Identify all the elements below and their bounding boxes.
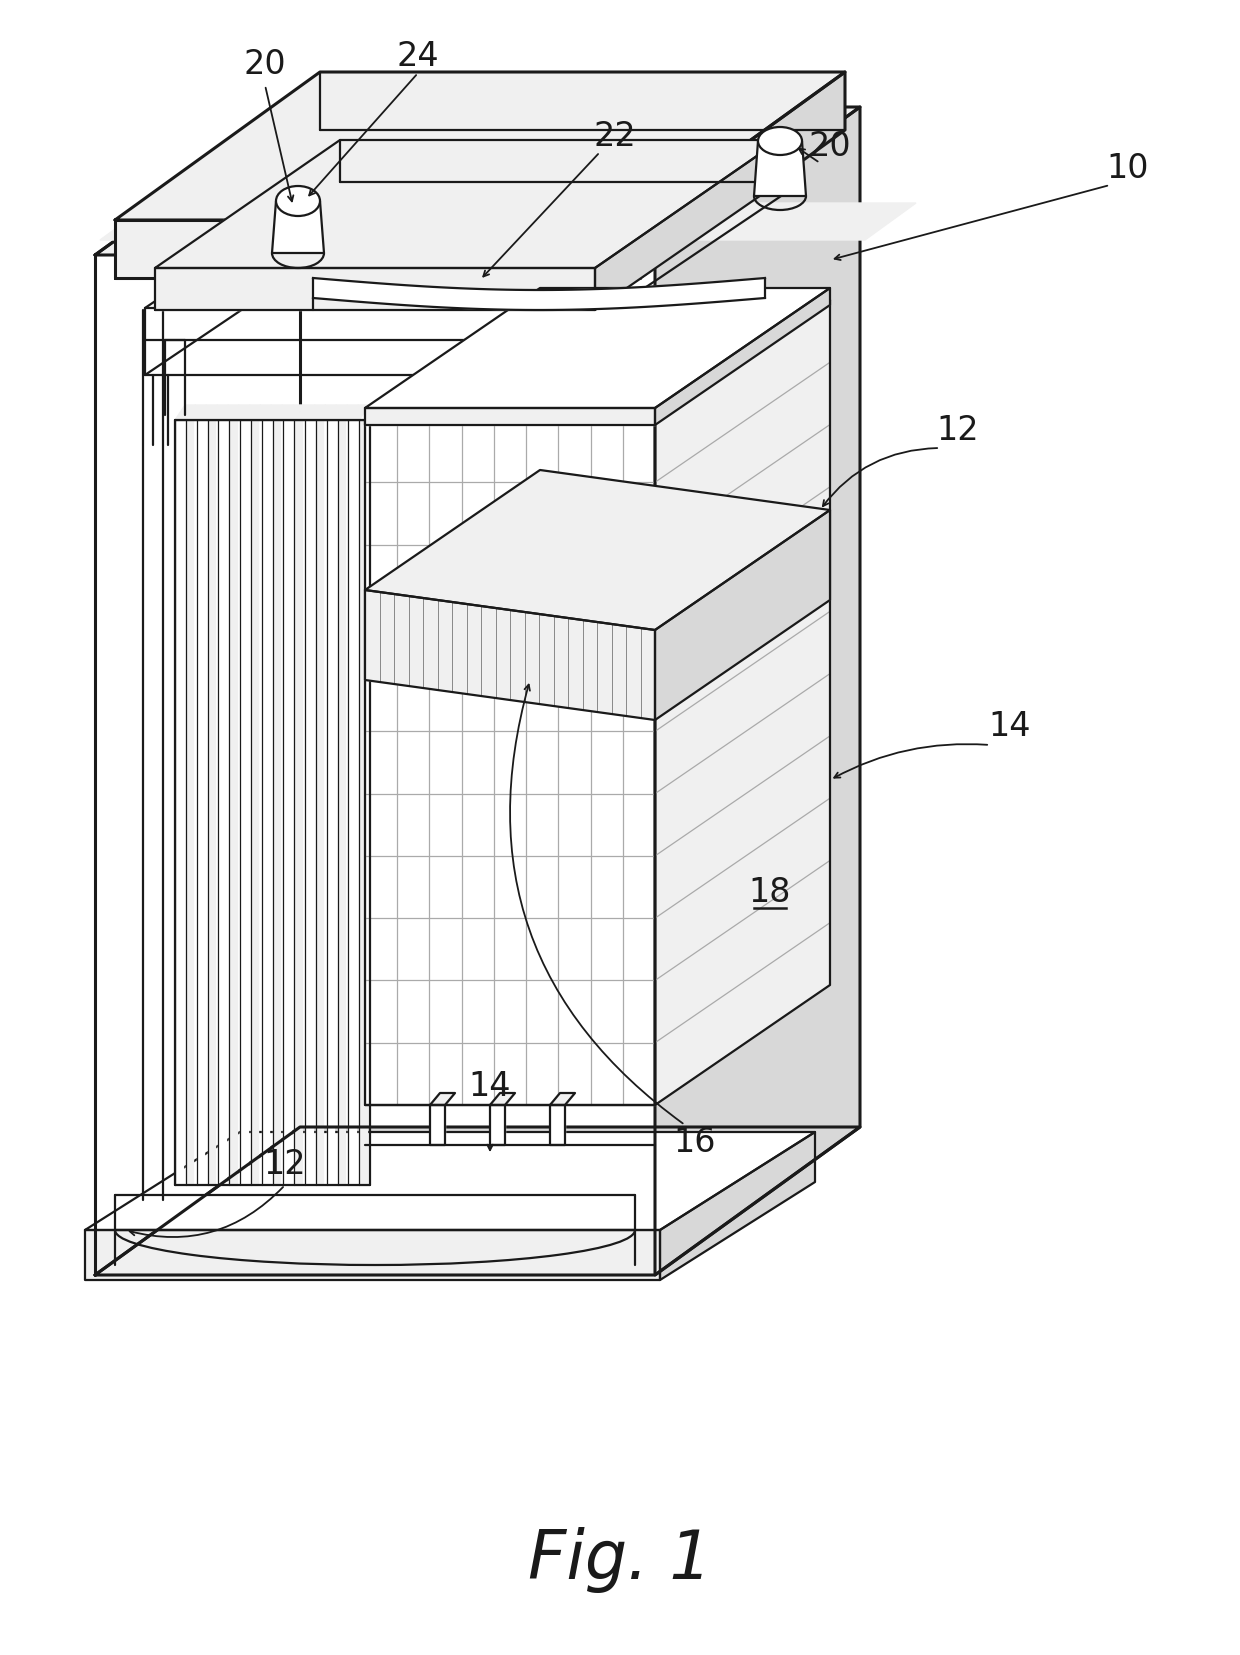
Polygon shape (655, 288, 830, 425)
Polygon shape (655, 300, 830, 1106)
Polygon shape (262, 405, 283, 420)
Polygon shape (294, 420, 301, 1185)
Polygon shape (197, 405, 217, 420)
Polygon shape (365, 300, 830, 420)
Polygon shape (95, 1127, 861, 1274)
Text: 16: 16 (673, 1125, 717, 1158)
Text: 20: 20 (808, 131, 852, 164)
Polygon shape (100, 204, 916, 240)
Polygon shape (316, 420, 324, 1185)
Text: 12: 12 (264, 1149, 306, 1182)
Polygon shape (365, 420, 655, 1106)
Polygon shape (551, 1092, 575, 1106)
Text: 10: 10 (1107, 152, 1149, 184)
Polygon shape (655, 108, 861, 1274)
Polygon shape (551, 1106, 565, 1145)
Ellipse shape (758, 127, 802, 156)
Polygon shape (241, 405, 260, 420)
Polygon shape (283, 405, 304, 420)
Polygon shape (229, 420, 237, 1185)
Polygon shape (86, 1132, 815, 1230)
Polygon shape (337, 420, 345, 1185)
Polygon shape (115, 220, 640, 278)
Polygon shape (305, 420, 312, 1185)
Text: 22: 22 (594, 119, 636, 152)
Polygon shape (660, 1132, 815, 1279)
Polygon shape (490, 1092, 515, 1106)
Polygon shape (155, 141, 780, 268)
Polygon shape (250, 405, 272, 420)
Polygon shape (186, 405, 207, 420)
Polygon shape (218, 405, 239, 420)
Polygon shape (305, 405, 326, 420)
Polygon shape (207, 405, 228, 420)
Polygon shape (337, 405, 358, 420)
Text: 14: 14 (988, 710, 1032, 743)
Text: 18: 18 (749, 875, 791, 909)
Polygon shape (430, 1106, 445, 1145)
Polygon shape (312, 278, 765, 309)
Ellipse shape (277, 185, 320, 217)
Polygon shape (86, 1230, 660, 1279)
Polygon shape (754, 141, 806, 195)
Polygon shape (95, 255, 655, 1274)
Polygon shape (250, 420, 258, 1185)
Polygon shape (218, 420, 226, 1185)
Polygon shape (365, 409, 655, 425)
Text: 24: 24 (397, 40, 439, 73)
Polygon shape (175, 420, 182, 1185)
Polygon shape (273, 420, 280, 1185)
Text: 12: 12 (936, 414, 980, 447)
Polygon shape (272, 200, 324, 253)
Polygon shape (143, 309, 162, 1200)
Polygon shape (229, 405, 250, 420)
Polygon shape (95, 108, 861, 255)
Polygon shape (348, 420, 356, 1185)
Polygon shape (365, 589, 655, 720)
Polygon shape (365, 470, 830, 631)
Polygon shape (115, 73, 844, 220)
Polygon shape (348, 405, 370, 420)
Polygon shape (294, 405, 315, 420)
Polygon shape (175, 405, 196, 420)
Text: 20: 20 (244, 48, 286, 81)
Polygon shape (655, 510, 830, 720)
Polygon shape (186, 420, 193, 1185)
Polygon shape (360, 420, 367, 1185)
Polygon shape (326, 405, 347, 420)
Text: 14: 14 (469, 1071, 511, 1104)
Polygon shape (326, 420, 335, 1185)
Polygon shape (241, 420, 248, 1185)
Text: Fig. 1: Fig. 1 (528, 1528, 712, 1594)
Polygon shape (283, 420, 291, 1185)
Polygon shape (207, 420, 215, 1185)
Polygon shape (262, 420, 269, 1185)
Polygon shape (640, 73, 844, 278)
Polygon shape (197, 420, 205, 1185)
Polygon shape (155, 268, 595, 309)
Polygon shape (490, 1106, 505, 1145)
Polygon shape (365, 288, 830, 409)
Polygon shape (316, 405, 337, 420)
Polygon shape (273, 405, 294, 420)
Polygon shape (430, 1092, 455, 1106)
Polygon shape (115, 1195, 635, 1230)
Polygon shape (595, 141, 780, 309)
